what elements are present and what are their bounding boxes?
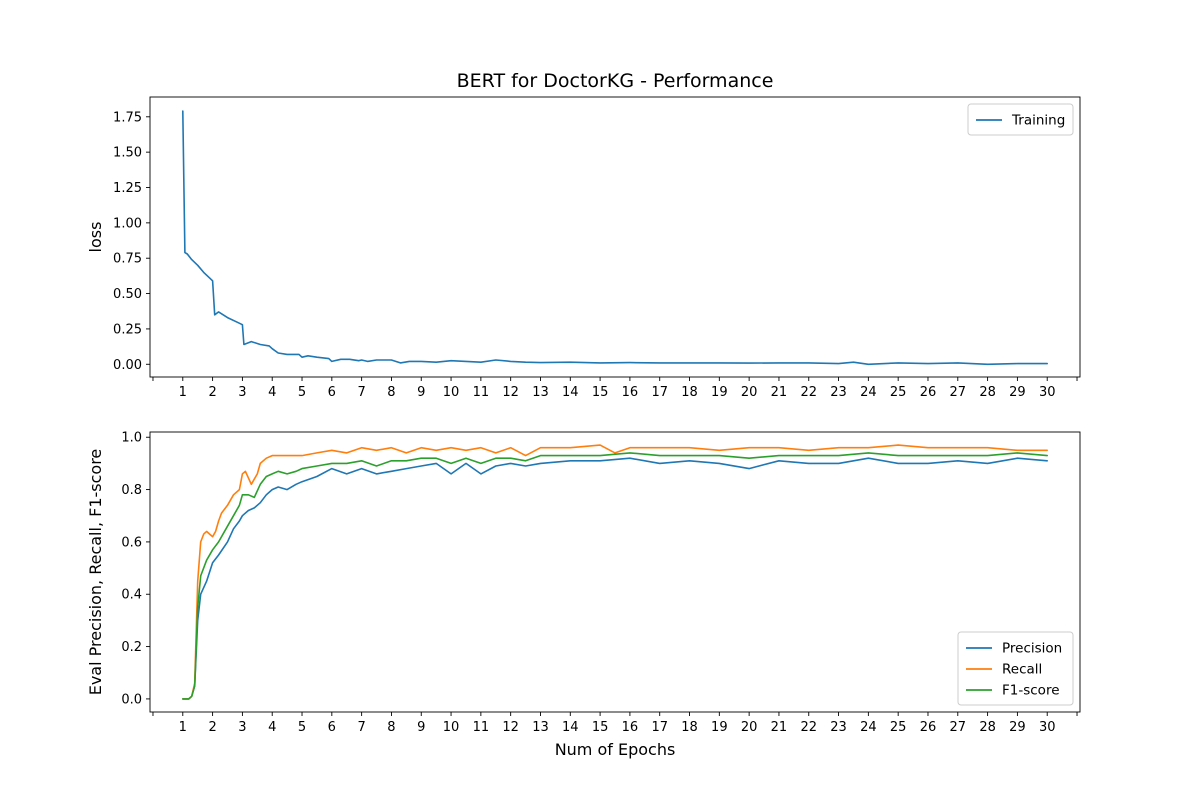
- y-tick-label: 1.75: [113, 110, 142, 125]
- x-tick-label: 22: [800, 385, 817, 400]
- y-tick-label: 1.00: [113, 216, 142, 231]
- x-tick-label: 4: [268, 385, 276, 400]
- axes-frame: [149, 431, 1081, 713]
- y-axis-label: loss: [86, 222, 105, 253]
- x-tick-label: 24: [860, 720, 877, 735]
- y-tick-label: 0.6: [121, 535, 142, 550]
- y-tick-label: 0.75: [113, 252, 142, 267]
- x-tick-label: 1: [179, 385, 187, 400]
- series-line-training: [182, 110, 1048, 366]
- y-tick-label: 0.2: [121, 640, 142, 655]
- x-tick-label: 27: [950, 720, 967, 735]
- x-tick-label: 30: [1039, 385, 1056, 400]
- x-tick-label: 3: [238, 385, 246, 400]
- x-tick-label: 25: [890, 720, 907, 735]
- legend-label: Precision: [1002, 641, 1062, 657]
- legend-box: [957, 631, 1074, 706]
- x-tick-label: 5: [298, 385, 306, 400]
- x-tick-label: 7: [357, 385, 365, 400]
- x-tick-label: 13: [532, 385, 549, 400]
- y-tick-label: 0.8: [121, 483, 142, 498]
- x-tick-label: 20: [741, 720, 758, 735]
- x-tick-label: 12: [502, 720, 519, 735]
- x-tick-label: 11: [473, 720, 490, 735]
- x-tick-label: 14: [562, 720, 579, 735]
- x-tick-label: 26: [920, 385, 937, 400]
- x-tick-label: 24: [860, 385, 877, 400]
- x-tick-label: 20: [741, 385, 758, 400]
- x-tick-label: 6: [328, 720, 336, 735]
- legend-label: F1-score: [1002, 683, 1060, 699]
- x-tick-label: 6: [328, 385, 336, 400]
- loss-panel: 1 2 3 4 5 6 7 8 9 10 11 12 13 14 15 16 17 18 19 20 21 22 23 24 2…: [86, 96, 1081, 400]
- x-tick-label: 28: [979, 720, 996, 735]
- x-tick-label: 30: [1039, 720, 1056, 735]
- y-tick-label: 0.50: [113, 287, 142, 302]
- x-axis-label: Num of Epochs: [555, 740, 676, 759]
- x-tick-label: 9: [417, 385, 425, 400]
- x-tick-label: 21: [771, 720, 788, 735]
- x-tick-label: 27: [950, 385, 967, 400]
- x-tick-label: 28: [979, 385, 996, 400]
- y-axis-label: Eval Precision, Recall, F1-score: [86, 449, 105, 696]
- x-tick-label: 17: [651, 385, 668, 400]
- x-tick-label: 22: [800, 720, 817, 735]
- x-tick-label: 16: [622, 385, 639, 400]
- axes-frame: [149, 96, 1081, 378]
- y-tick-label: 0.00: [113, 358, 142, 373]
- x-tick-label: 2: [208, 720, 216, 735]
- y-tick-label: 0.0: [121, 692, 142, 707]
- legend-label: Training: [1011, 113, 1065, 129]
- x-tick-label: 18: [681, 720, 698, 735]
- series-line-precision: [182, 457, 1048, 700]
- x-tick-label: 23: [830, 720, 847, 735]
- x-tick-label: 5: [298, 720, 306, 735]
- series-line-recall: [182, 444, 1048, 700]
- x-tick-label: 23: [830, 385, 847, 400]
- x-tick-label: 16: [622, 720, 639, 735]
- x-tick-label: 8: [387, 720, 395, 735]
- x-tick-label: 25: [890, 385, 907, 400]
- x-tick-label: 11: [473, 385, 490, 400]
- x-tick-label: 13: [532, 720, 549, 735]
- x-tick-label: 10: [443, 385, 460, 400]
- legend-box: [967, 103, 1074, 136]
- eval-panel: 1 2 3 4 5 6 7 8 9 10 11 12 13 14 15 16 17 18 19 20 21 22 23 24 2…: [86, 431, 1081, 759]
- x-tick-label: 15: [592, 720, 609, 735]
- x-tick-label: 10: [443, 720, 460, 735]
- x-tick-label: 19: [711, 720, 728, 735]
- x-tick-label: 19: [711, 385, 728, 400]
- x-tick-label: 9: [417, 720, 425, 735]
- y-tick-label: 1.50: [113, 146, 142, 161]
- y-tick-label: 1.25: [113, 181, 142, 196]
- x-tick-label: 17: [651, 720, 668, 735]
- x-tick-label: 29: [1009, 385, 1026, 400]
- x-tick-label: 14: [562, 385, 579, 400]
- x-tick-label: 15: [592, 385, 609, 400]
- x-tick-label: 18: [681, 385, 698, 400]
- x-tick-label: 21: [771, 385, 788, 400]
- x-tick-label: 2: [208, 385, 216, 400]
- y-tick-label: 0.4: [121, 588, 142, 603]
- x-tick-label: 12: [502, 385, 519, 400]
- y-tick-label: 0.25: [113, 322, 142, 337]
- x-tick-label: 8: [387, 385, 395, 400]
- x-tick-label: 26: [920, 720, 937, 735]
- x-tick-label: 4: [268, 720, 276, 735]
- legend-label: Recall: [1002, 662, 1042, 678]
- series-line-f1-score: [182, 452, 1048, 700]
- x-tick-label: 29: [1009, 720, 1026, 735]
- x-tick-label: 3: [238, 720, 246, 735]
- x-tick-label: 1: [179, 720, 187, 735]
- x-tick-label: 7: [357, 720, 365, 735]
- figure-title: BERT for DoctorKG - Performance: [457, 70, 774, 92]
- y-tick-label: 1.0: [121, 431, 142, 446]
